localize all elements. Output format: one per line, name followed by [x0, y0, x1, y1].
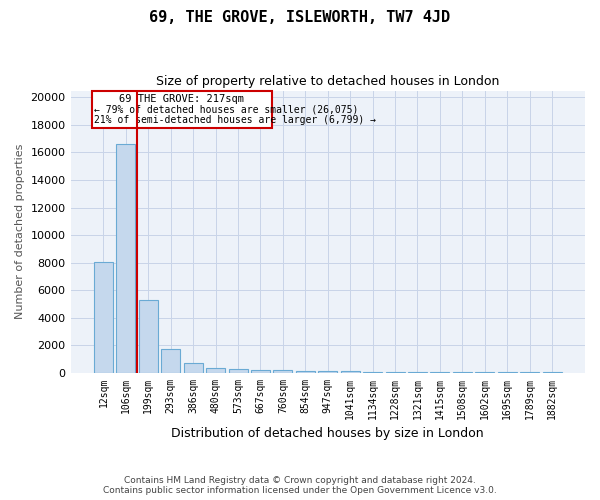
Bar — [251, 370, 270, 372]
Bar — [274, 370, 292, 372]
Bar — [94, 262, 113, 372]
Bar — [341, 371, 360, 372]
Y-axis label: Number of detached properties: Number of detached properties — [15, 144, 25, 320]
Bar — [184, 363, 203, 372]
Bar — [161, 348, 180, 372]
Text: 21% of semi-detached houses are larger (6,799) →: 21% of semi-detached houses are larger (… — [94, 115, 376, 125]
Text: Contains HM Land Registry data © Crown copyright and database right 2024.
Contai: Contains HM Land Registry data © Crown c… — [103, 476, 497, 495]
Bar — [206, 368, 225, 372]
Title: Size of property relative to detached houses in London: Size of property relative to detached ho… — [156, 75, 499, 88]
Bar — [139, 300, 158, 372]
Bar — [116, 144, 136, 372]
Bar — [296, 370, 315, 372]
Text: ← 79% of detached houses are smaller (26,075): ← 79% of detached houses are smaller (26… — [94, 104, 359, 114]
Bar — [318, 371, 337, 372]
Bar — [229, 369, 248, 372]
Text: 69, THE GROVE, ISLEWORTH, TW7 4JD: 69, THE GROVE, ISLEWORTH, TW7 4JD — [149, 10, 451, 25]
Text: 69 THE GROVE: 217sqm: 69 THE GROVE: 217sqm — [119, 94, 244, 104]
Bar — [92, 90, 272, 128]
X-axis label: Distribution of detached houses by size in London: Distribution of detached houses by size … — [172, 427, 484, 440]
